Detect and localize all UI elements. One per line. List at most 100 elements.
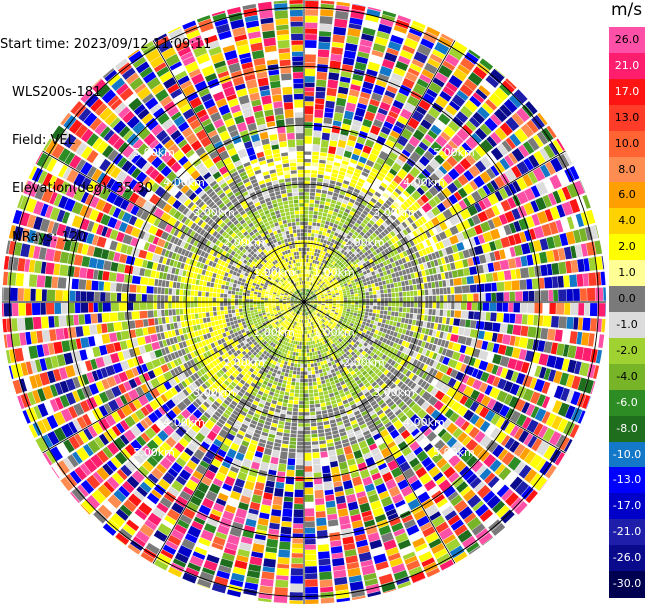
range-gate	[304, 430, 311, 434]
range-gate	[187, 314, 192, 320]
range-gate	[489, 387, 501, 399]
range-gate	[290, 568, 303, 576]
range-gate	[336, 302, 340, 304]
range-gate	[279, 299, 283, 301]
range-gate	[559, 372, 569, 386]
range-gate	[486, 374, 496, 385]
range-gate	[71, 278, 79, 290]
range-gate	[25, 303, 32, 316]
range-gate	[465, 439, 478, 452]
range-gate	[408, 372, 415, 380]
range-gate	[348, 343, 353, 349]
range-gate	[194, 267, 199, 274]
range-gate	[350, 356, 355, 362]
range-gate	[383, 385, 390, 392]
range-gate	[220, 306, 224, 311]
range-gate	[238, 295, 243, 299]
range-gate	[348, 353, 353, 359]
range-gate	[282, 380, 287, 384]
range-gate	[164, 309, 169, 317]
range-gate	[318, 391, 324, 396]
range-gate	[299, 397, 304, 401]
range-gate	[54, 302, 62, 315]
range-gate	[162, 272, 168, 280]
range-gate	[250, 293, 254, 297]
range-gate	[203, 275, 209, 281]
range-gate	[257, 302, 261, 305]
range-gate	[272, 297, 276, 299]
range-gate	[179, 295, 183, 302]
range-gate	[497, 344, 507, 355]
range-gate	[451, 401, 462, 412]
range-gate	[487, 475, 500, 489]
range-gate	[153, 302, 157, 310]
range-gate	[338, 338, 343, 343]
range-gate	[210, 331, 215, 338]
range-gate	[304, 345, 307, 349]
range-gate	[354, 310, 358, 314]
range-gate	[399, 461, 411, 473]
range-gate	[317, 538, 329, 545]
range-gate	[296, 345, 300, 349]
range-gate	[359, 394, 366, 401]
range-gate	[44, 275, 52, 288]
range-gate	[153, 294, 157, 302]
range-gate	[318, 321, 322, 325]
range-gate	[217, 329, 222, 335]
range-gate	[232, 283, 237, 288]
range-gate	[208, 271, 214, 277]
range-gate	[442, 317, 447, 324]
range-gate	[332, 433, 340, 439]
range-gate	[276, 362, 281, 367]
range-gate	[439, 309, 444, 317]
range-gate	[178, 269, 184, 276]
range-gate	[201, 291, 206, 297]
range-gate	[598, 334, 605, 349]
range-gate	[287, 458, 296, 466]
range-gate	[346, 321, 351, 325]
range-gate	[509, 383, 520, 396]
range-gate	[287, 465, 295, 470]
range-gate	[342, 536, 355, 545]
range-gate	[321, 324, 325, 328]
range-gate	[342, 310, 347, 314]
range-gate	[155, 271, 160, 279]
range-gate	[180, 283, 185, 289]
range-gate	[269, 522, 280, 530]
range-gate	[521, 401, 531, 414]
range-gate	[223, 306, 228, 311]
range-gate	[322, 317, 326, 321]
range-gate	[288, 396, 294, 401]
range-gate	[234, 298, 239, 302]
range-gate	[410, 302, 414, 308]
range-gate	[191, 313, 195, 320]
range-gate	[194, 296, 198, 302]
range-gate	[275, 579, 289, 588]
range-gate	[173, 275, 178, 282]
range-gate	[471, 368, 479, 378]
range-gate	[109, 312, 118, 322]
range-gate	[508, 302, 514, 313]
range-gate	[299, 382, 304, 386]
range-gate	[533, 475, 548, 491]
range-gate	[273, 392, 279, 398]
range-gate	[387, 381, 394, 388]
range-gate	[312, 355, 316, 360]
range-gate	[281, 516, 292, 522]
range-gate	[513, 427, 524, 440]
range-gate	[395, 307, 399, 312]
range-gate	[306, 302, 311, 303]
range-gate	[278, 378, 283, 383]
range-gate	[268, 469, 277, 476]
range-gate	[319, 579, 333, 588]
range-gate	[310, 363, 314, 368]
range-gate	[327, 408, 333, 413]
range-gate	[46, 289, 56, 302]
range-gate	[246, 290, 251, 294]
range-gate	[212, 297, 217, 302]
range-gate	[319, 325, 323, 329]
range-gate	[412, 366, 419, 374]
range-gate	[514, 480, 530, 496]
range-gate	[305, 573, 318, 580]
range-gate	[315, 323, 319, 328]
